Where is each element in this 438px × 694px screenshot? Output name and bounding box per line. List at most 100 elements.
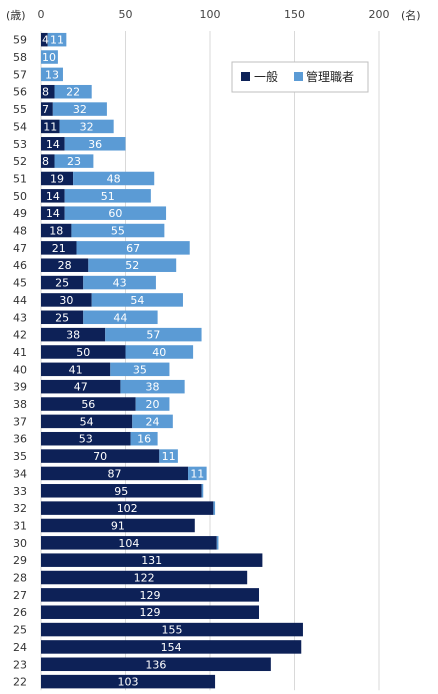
value-label-general: 25 <box>55 311 69 324</box>
value-label-manager: 38 <box>146 381 160 394</box>
value-label-general: 8 <box>42 155 49 168</box>
bar-general <box>41 536 217 550</box>
value-label-manager: 20 <box>146 398 160 411</box>
value-label-manager: 35 <box>133 363 147 376</box>
bar-manager <box>73 171 155 186</box>
bar-general <box>41 657 271 672</box>
value-label-manager: 60 <box>108 207 122 220</box>
value-label-manager: 11 <box>50 34 64 47</box>
bar-general <box>41 414 133 429</box>
age-label: 24 <box>13 641 27 654</box>
value-label-manager: 55 <box>111 225 125 238</box>
age-label: 42 <box>13 329 27 342</box>
value-label-general: 8 <box>42 86 49 99</box>
bar-general <box>41 154 55 168</box>
bar-general <box>41 258 89 272</box>
bar-general <box>41 484 202 498</box>
age-label: 33 <box>13 485 27 498</box>
bar-general <box>41 310 84 325</box>
value-label-general: 14 <box>46 207 60 220</box>
bar-general <box>41 640 302 654</box>
value-label-manager: 40 <box>152 346 166 359</box>
bar-general <box>41 189 65 203</box>
bar-general <box>41 466 189 481</box>
value-label-general: 30 <box>59 294 73 307</box>
bar-manager <box>201 484 204 498</box>
age-label: 41 <box>13 346 27 359</box>
value-label-general: 28 <box>58 259 72 272</box>
value-label-manager: 52 <box>125 259 139 272</box>
value-label-general: 54 <box>80 415 94 428</box>
age-label: 46 <box>13 259 27 272</box>
age-label: 26 <box>13 606 27 619</box>
x-tick-label: 200 <box>369 8 390 21</box>
bar-general <box>41 449 160 463</box>
value-label-manager: 11 <box>162 450 176 463</box>
value-label-manager: 54 <box>130 294 144 307</box>
bar-manager <box>110 362 170 377</box>
age-label: 30 <box>13 537 27 550</box>
value-label-general: 56 <box>81 398 95 411</box>
age-label: 43 <box>13 311 27 324</box>
bar-manager <box>83 275 156 290</box>
bar-manager <box>52 102 107 116</box>
value-label-general: 104 <box>118 537 139 550</box>
bar-general <box>41 397 136 411</box>
bar-general <box>41 362 111 377</box>
bar-manager <box>54 84 92 99</box>
x-axis-ticks: 0 50 100 150 200 <box>38 8 390 21</box>
legend: 一般 管理職者 <box>231 61 369 93</box>
age-label: 29 <box>13 554 27 567</box>
value-label-manager: 57 <box>146 329 160 342</box>
age-label: 25 <box>13 624 27 637</box>
value-label-general: 129 <box>140 589 161 602</box>
age-label: 36 <box>13 433 27 446</box>
value-label-general: 53 <box>79 433 93 446</box>
value-label-general: 14 <box>46 138 60 151</box>
value-label-manager: 1 <box>203 485 210 498</box>
bar-manager <box>125 345 194 359</box>
bar-manager <box>213 501 216 515</box>
value-label-manager: 10 <box>42 51 56 64</box>
x-tick-label: 0 <box>38 8 45 21</box>
bar-manager <box>91 293 183 307</box>
age-label: 45 <box>13 277 27 290</box>
age-label: 52 <box>13 155 27 168</box>
value-label-manager: 51 <box>101 190 115 203</box>
legend-label-manager: 管理職者 <box>306 69 354 84</box>
age-label: 37 <box>13 415 27 428</box>
bar-general <box>41 501 214 515</box>
value-label-manager: 1 <box>218 537 225 550</box>
age-label: 54 <box>13 120 27 133</box>
value-label-general: 7 <box>42 103 49 116</box>
value-label-manager: 13 <box>45 68 59 81</box>
value-label-manager: 44 <box>113 311 127 324</box>
value-label-manager: 1 <box>214 502 221 515</box>
value-label-general: 4 <box>42 34 49 47</box>
value-label-general: 95 <box>114 485 128 498</box>
value-label-general: 91 <box>111 519 125 532</box>
legend-label-general: 一般 <box>254 69 278 84</box>
bar-manager <box>159 449 178 463</box>
bars-layer <box>41 32 303 689</box>
bar-general <box>41 431 131 446</box>
age-label: 50 <box>13 190 27 203</box>
bar-manager <box>71 223 165 238</box>
bar-manager <box>105 327 202 342</box>
bar-general <box>41 588 260 602</box>
age-label: 53 <box>13 138 27 151</box>
bar-general <box>41 206 65 220</box>
bar-general <box>41 605 260 619</box>
x-tick-label: 150 <box>284 8 305 21</box>
age-label: 32 <box>13 502 27 515</box>
bar-general <box>41 119 60 134</box>
bar-general <box>41 674 216 689</box>
value-label-general: 136 <box>145 658 166 671</box>
age-label: 28 <box>13 572 27 585</box>
bar-general <box>41 241 77 255</box>
value-label-manager: 23 <box>67 155 81 168</box>
age-label: 47 <box>13 242 27 255</box>
bar-manager <box>59 119 114 134</box>
